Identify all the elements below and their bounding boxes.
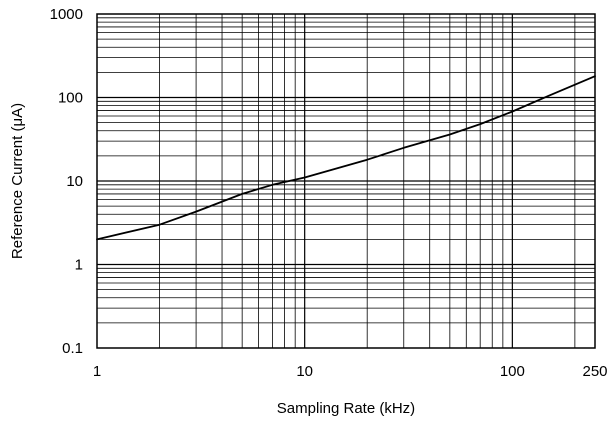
y-tick-label: 100 (58, 90, 83, 107)
y-tick-labels: 0.1 1 10 100 1000 (50, 6, 83, 357)
y-tick-label: 1 (75, 257, 83, 274)
x-tick-labels: 1 10 100 250 (93, 363, 608, 380)
y-tick-label: 0.1 (62, 340, 83, 357)
series-layer (96, 75, 596, 241)
x-axis-title: Sampling Rate (kHz) (277, 400, 415, 417)
y-axis-title: Reference Current (μA) (9, 103, 26, 259)
plot-frame (96, 13, 596, 349)
series-line (96, 75, 596, 241)
grid (97, 14, 595, 348)
y-tick-label: 1000 (50, 6, 83, 23)
x-tick-label: 1 (93, 363, 101, 380)
x-tick-label: 10 (296, 363, 313, 380)
x-tick-label: 100 (500, 363, 525, 380)
x-tick-label: 250 (582, 363, 607, 380)
y-tick-label: 10 (66, 173, 83, 190)
